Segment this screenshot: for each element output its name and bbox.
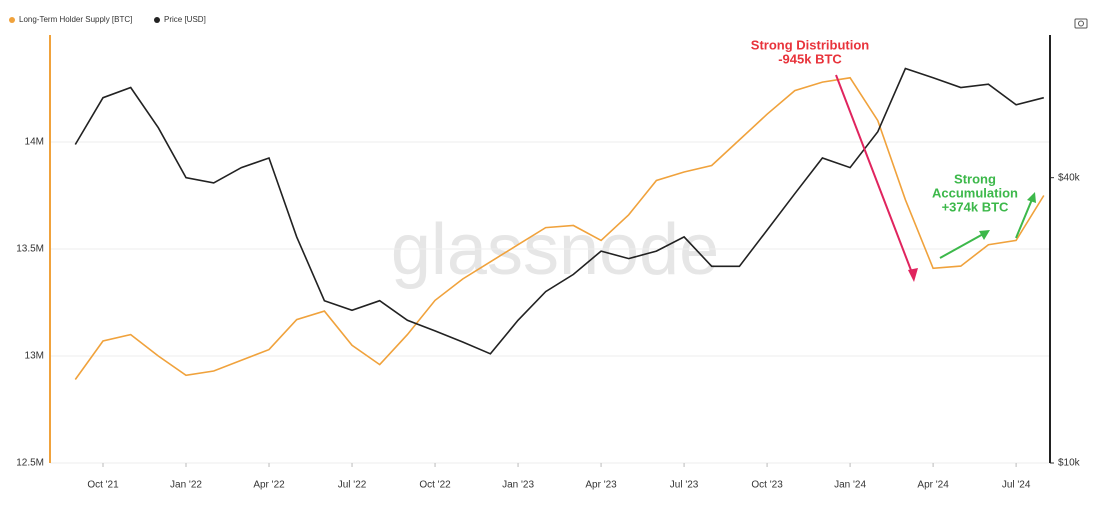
- annotation: -945k BTC: [778, 51, 842, 66]
- arrow: [835, 74, 915, 279]
- legend-marker: [9, 17, 15, 23]
- series-line: [74, 67, 1044, 355]
- annotation: Strong Distribution: [751, 37, 869, 52]
- legend-marker: [154, 17, 160, 23]
- y2-tick-label: $10k: [1058, 458, 1081, 469]
- arrow-head: [979, 230, 990, 240]
- x-tick-label: Jul '24: [1002, 480, 1031, 491]
- watermark: glassnode: [391, 210, 719, 290]
- x-tick-label: Apr '23: [585, 480, 617, 491]
- y-tick-label: 12.5M: [16, 458, 44, 469]
- camera-icon[interactable]: [1074, 18, 1088, 29]
- x-tick-label: Jan '22: [170, 480, 202, 491]
- x-tick-label: Oct '21: [87, 480, 119, 491]
- arrow: [939, 232, 986, 259]
- annotation: Strong: [954, 171, 996, 186]
- x-tick-label: Oct '22: [419, 480, 451, 491]
- arrow-head: [1027, 192, 1036, 203]
- x-tick-label: Apr '24: [917, 480, 949, 491]
- arrow-head: [908, 268, 918, 282]
- x-tick-label: Jul '22: [338, 480, 367, 491]
- legend-label: Price [USD]: [164, 15, 206, 24]
- x-tick-label: Jan '23: [502, 480, 534, 491]
- y-tick-label: 13.5M: [16, 244, 44, 255]
- series-line: [74, 76, 1045, 380]
- x-tick-label: Jan '24: [834, 480, 866, 491]
- annotation: Accumulation: [932, 185, 1018, 200]
- y-tick-label: 13M: [25, 351, 44, 362]
- arrow: [1015, 196, 1034, 239]
- annotation: +374k BTC: [942, 199, 1009, 214]
- x-tick-label: Oct '23: [751, 480, 783, 491]
- y2-tick-label: $40k: [1058, 172, 1081, 183]
- legend-label: Long-Term Holder Supply [BTC]: [19, 15, 132, 24]
- x-tick-label: Jul '23: [670, 480, 699, 491]
- x-tick-label: Apr '22: [253, 480, 285, 491]
- y-tick-label: 14M: [25, 137, 44, 148]
